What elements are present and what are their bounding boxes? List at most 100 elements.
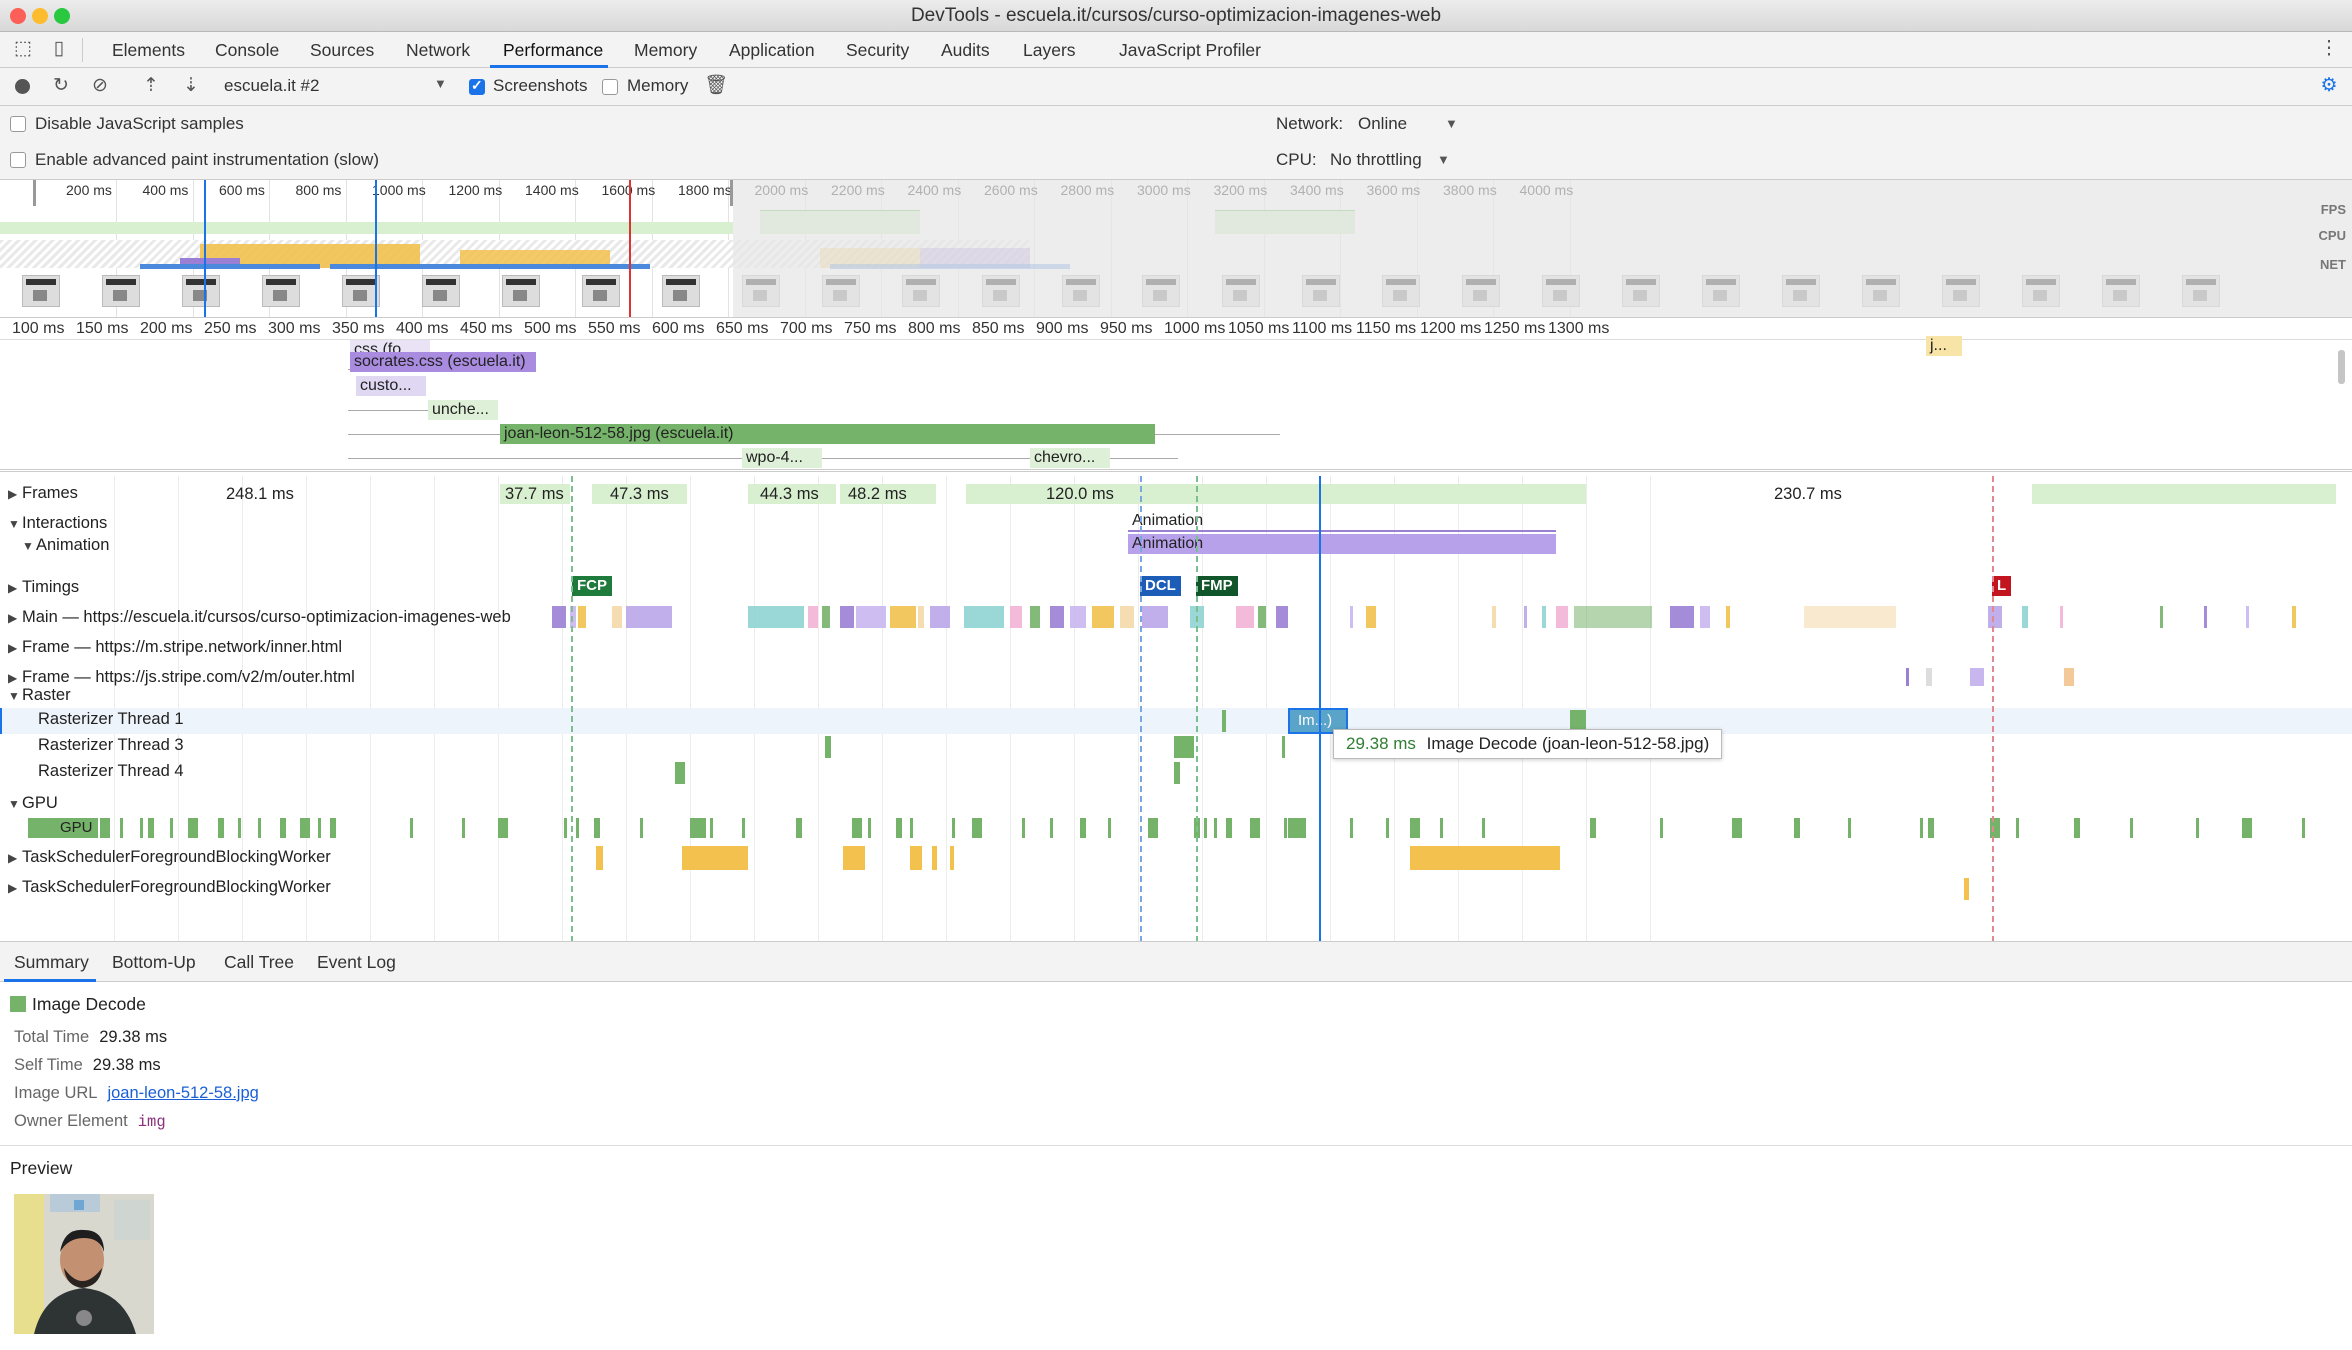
- raster-track-label[interactable]: ▼ Raster: [8, 686, 71, 704]
- gpu-task[interactable]: [710, 818, 713, 838]
- task-event[interactable]: [1276, 606, 1288, 628]
- timeline-overview[interactable]: 200 ms 400 ms 600 ms 800 ms 1000 ms 1200 ms 14…: [0, 180, 2352, 318]
- gpu-event[interactable]: GPU: [28, 818, 98, 838]
- fmp-marker[interactable]: FMP: [1196, 576, 1238, 596]
- task-event[interactable]: [1070, 606, 1086, 628]
- worker-task[interactable]: [596, 846, 603, 870]
- task-event[interactable]: [1492, 606, 1496, 628]
- task-event[interactable]: [964, 606, 1004, 628]
- gpu-task[interactable]: [1148, 818, 1158, 838]
- interactions-track[interactable]: ▼ Interactions ▼ Animation Animation Anima…: [0, 512, 2352, 554]
- frame-outer-track[interactable]: ▶ Frame — https://js.stripe.com/v2/m/oute…: [0, 654, 2352, 686]
- gpu-task[interactable]: [1848, 818, 1851, 838]
- screenshot-thumbnail[interactable]: [582, 275, 620, 307]
- gpu-task[interactable]: [1204, 818, 1207, 838]
- frame-block[interactable]: [748, 484, 836, 504]
- main-thread-track-label[interactable]: ▶ Main — https://escuela.it/cursos/curso-…: [8, 608, 511, 626]
- selected-image-decode-event[interactable]: Im...): [1288, 708, 1348, 734]
- gpu-task[interactable]: [258, 818, 261, 838]
- frame-block[interactable]: [500, 484, 570, 504]
- gpu-task[interactable]: [1660, 818, 1663, 838]
- network-request[interactable]: socrates.css (escuela.it): [350, 352, 536, 372]
- gpu-task[interactable]: [120, 818, 123, 838]
- network-scrollbar[interactable]: [2338, 350, 2345, 384]
- tab-sources[interactable]: Sources: [310, 40, 375, 60]
- task-event[interactable]: [1556, 606, 1568, 628]
- raster-event[interactable]: [1174, 762, 1180, 784]
- screenshot-thumbnail[interactable]: [502, 275, 540, 307]
- collapse-arrow-icon[interactable]: ▼: [8, 797, 20, 811]
- maximize-window-button[interactable]: [54, 8, 70, 24]
- load-profile-icon[interactable]: ⇡: [143, 75, 159, 96]
- gpu-task[interactable]: [1990, 818, 2000, 838]
- task-event[interactable]: [748, 606, 804, 628]
- gpu-task[interactable]: [300, 818, 310, 838]
- task-event[interactable]: [1700, 606, 1710, 628]
- frame-block[interactable]: [840, 484, 936, 504]
- raster-event[interactable]: [1174, 736, 1194, 758]
- gpu-task[interactable]: [640, 818, 643, 838]
- gpu-task[interactable]: [868, 818, 871, 838]
- minimize-window-button[interactable]: [32, 8, 48, 24]
- record-icon[interactable]: [11, 75, 33, 97]
- tab-event-log[interactable]: Event Log: [317, 952, 396, 972]
- expand-arrow-icon[interactable]: ▶: [8, 641, 18, 655]
- gpu-task[interactable]: [1214, 818, 1217, 838]
- tab-memory[interactable]: Memory: [634, 40, 698, 60]
- gpu-task[interactable]: [280, 818, 286, 838]
- inspect-element-icon[interactable]: ⬚: [14, 38, 32, 59]
- collapse-arrow-icon[interactable]: ▼: [22, 539, 34, 553]
- screenshot-thumbnail[interactable]: [662, 275, 700, 307]
- task-event[interactable]: [1030, 606, 1040, 628]
- raster-event[interactable]: [1282, 736, 1285, 758]
- gpu-task[interactable]: [1732, 818, 1742, 838]
- gpu-task[interactable]: [910, 818, 913, 838]
- gpu-task[interactable]: [1410, 818, 1420, 838]
- interactions-track-label[interactable]: ▼ Interactions: [8, 514, 108, 532]
- task-event[interactable]: [1142, 606, 1168, 628]
- worker-task[interactable]: [843, 846, 865, 870]
- load-marker[interactable]: L: [1992, 576, 2012, 596]
- screenshots-checkbox[interactable]: [469, 77, 485, 95]
- gpu-task[interactable]: [972, 818, 982, 838]
- tab-security[interactable]: Security: [846, 40, 910, 60]
- tab-bottom-up[interactable]: Bottom-Up: [112, 952, 196, 972]
- task-event[interactable]: [1726, 606, 1730, 628]
- network-track[interactable]: css (fo... socrates.css (escuela.it) cus…: [0, 336, 2352, 484]
- task-event[interactable]: [1050, 606, 1064, 628]
- gpu-task[interactable]: [1386, 818, 1389, 838]
- frames-track[interactable]: ▶ Frames 248.1 ms 37.7 ms 47.3 ms 44.3 ms…: [0, 476, 2352, 504]
- task-event[interactable]: [1236, 606, 1254, 628]
- task-event[interactable]: [1258, 606, 1266, 628]
- task-event[interactable]: [1804, 606, 1896, 628]
- gpu-task[interactable]: [690, 818, 700, 838]
- tab-network[interactable]: Network: [406, 40, 471, 60]
- gpu-task[interactable]: [2016, 818, 2019, 838]
- raster-event[interactable]: [825, 736, 831, 758]
- tab-elements[interactable]: Elements: [112, 40, 185, 60]
- gpu-event-row[interactable]: GPU: [0, 814, 2352, 842]
- tab-console[interactable]: Console: [215, 40, 280, 60]
- gpu-task[interactable]: [170, 818, 173, 838]
- owner-element-value[interactable]: img: [137, 1113, 166, 1131]
- network-request[interactable]: joan-leon-512-58.jpg (escuela.it): [500, 424, 1155, 444]
- task-event[interactable]: [1670, 606, 1694, 628]
- animation-subtrack-label[interactable]: ▼ Animation: [22, 536, 110, 554]
- rasterizer-thread-row[interactable]: Rasterizer Thread 1 Im...): [0, 708, 2352, 734]
- task-event[interactable]: [1542, 606, 1546, 628]
- gpu-task[interactable]: [462, 818, 465, 838]
- screenshot-thumbnail[interactable]: [182, 275, 220, 307]
- task-event[interactable]: [2292, 606, 2296, 628]
- selection-handle-right[interactable]: [730, 180, 733, 206]
- disable-js-samples-checkbox[interactable]: [10, 116, 26, 132]
- gpu-task[interactable]: [1928, 818, 1934, 838]
- frames-track-label[interactable]: ▶ Frames: [8, 484, 78, 502]
- frame-block[interactable]: [2032, 484, 2336, 504]
- expand-arrow-icon[interactable]: ▶: [8, 581, 18, 595]
- gpu-task[interactable]: [140, 818, 143, 838]
- animation-event[interactable]: Animation: [1128, 512, 1556, 532]
- gpu-task[interactable]: [700, 818, 706, 838]
- gpu-task[interactable]: [2074, 818, 2080, 838]
- gpu-task[interactable]: [1050, 818, 1053, 838]
- tab-summary[interactable]: Summary: [14, 952, 89, 972]
